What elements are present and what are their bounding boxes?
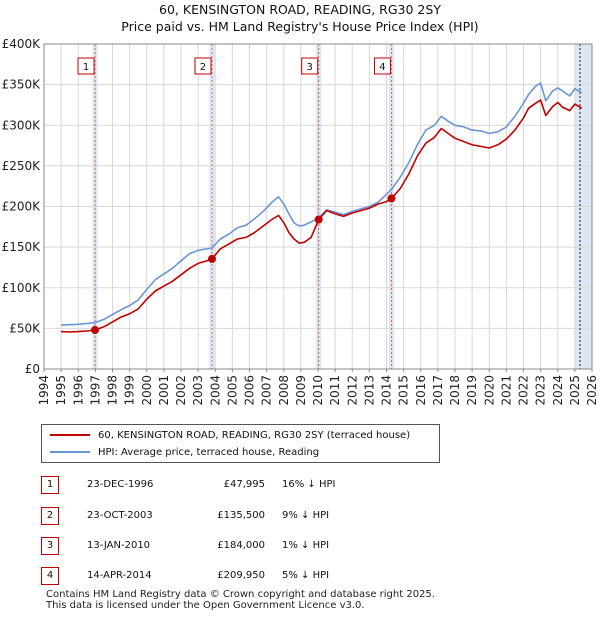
- x-tick-label: 1994: [37, 375, 51, 406]
- chart-legend: 60, KENSINGTON ROAD, READING, RG30 2SY (…: [41, 424, 440, 463]
- x-tick-label: 2004: [208, 375, 222, 406]
- x-tick-label: 2016: [414, 375, 428, 406]
- y-tick-label: £400K: [2, 37, 42, 51]
- transaction-row: 4 14-APR-2014 £209,950 5% ↓ HPI: [0, 567, 600, 585]
- transaction-marker: [387, 194, 396, 203]
- transaction-hpi-diff: 9% ↓ HPI: [282, 510, 330, 521]
- legend-label-hpi: HPI: Average price, terraced house, Read…: [98, 446, 320, 458]
- transaction-label: 3: [306, 62, 312, 73]
- x-tick-label: 2018: [448, 375, 462, 406]
- y-tick-label: £100K: [2, 281, 42, 295]
- transaction-row: 1 23-DEC-1996 £47,995 16% ↓ HPI: [0, 476, 600, 494]
- transaction-marker: [91, 326, 100, 335]
- x-tick-label: 2022: [517, 375, 531, 406]
- transaction-price: £209,950: [217, 570, 265, 581]
- transaction-hpi-diff: 1% ↓ HPI: [282, 540, 330, 551]
- x-tick-label: 2012: [345, 375, 359, 406]
- y-tick-label: £200K: [2, 200, 42, 214]
- x-tick-label: 2013: [362, 375, 376, 406]
- transaction-number: 4: [41, 567, 59, 585]
- x-tick-label: 2025: [568, 375, 582, 406]
- price-chart: £0 £50K £100K £150K £200K £250K £300K £350K £400…: [2, 37, 599, 406]
- chart-title-address: 60, KENSINGTON ROAD, READING, RG30 2SY: [159, 2, 441, 17]
- x-tick-label: 2003: [191, 375, 205, 406]
- x-tick-label: 2023: [534, 375, 548, 406]
- legend-swatch-hpi: [50, 451, 90, 453]
- transaction-row: 3 13-JAN-2010 £184,000 1% ↓ HPI: [0, 537, 600, 555]
- legend-swatch-property: [50, 434, 90, 436]
- transaction-label-box: [301, 57, 319, 75]
- transaction-label-box: [373, 57, 391, 75]
- transaction-label: 2: [200, 62, 206, 73]
- footer-attribution: Contains HM Land Registry data © Crown c…: [46, 589, 435, 611]
- x-tick-label: 2014: [380, 375, 394, 406]
- y-tick-label: £350K: [2, 78, 42, 92]
- x-tick-label: 1995: [54, 375, 68, 406]
- transaction-row: 2 23-OCT-2003 £135,500 9% ↓ HPI: [0, 507, 600, 525]
- x-tick-label: 2017: [431, 375, 445, 406]
- x-tick-label: 2001: [157, 375, 171, 406]
- x-tick-label: 2002: [174, 375, 188, 406]
- legend-label-property: 60, KENSINGTON ROAD, READING, RG30 2SY (…: [98, 429, 411, 441]
- transaction-label-box: [194, 57, 212, 75]
- x-tick-label: 2006: [243, 375, 257, 406]
- x-tick-label: 1996: [71, 375, 85, 406]
- x-tick-label: 2019: [465, 375, 479, 406]
- hpi-line: [61, 82, 583, 326]
- footer-line: This data is licensed under the Open Gov…: [46, 600, 365, 611]
- x-tick-label: 1999: [123, 375, 137, 406]
- x-tick-label: 1997: [88, 375, 102, 406]
- transaction-date: 23-OCT-2003: [87, 510, 153, 521]
- legend-item-hpi: HPI: Average price, terraced house, Read…: [50, 444, 319, 460]
- transaction-hpi-diff: 5% ↓ HPI: [282, 570, 330, 581]
- transaction-number: 2: [41, 507, 59, 525]
- y-tick-label: £0: [25, 362, 40, 376]
- y-tick-label: £300K: [2, 118, 42, 132]
- y-tick-label: £50K: [9, 321, 41, 335]
- x-tick-label: 1998: [106, 375, 120, 406]
- x-tick-label: 2024: [551, 375, 565, 406]
- transaction-label: 4: [379, 62, 385, 73]
- x-tick-label: 2021: [499, 375, 513, 406]
- x-tick-label: 2026: [585, 375, 599, 406]
- property-price-line: [61, 99, 583, 333]
- transaction-hpi-diff: 16% ↓ HPI: [282, 479, 336, 490]
- transaction-marker: [314, 215, 323, 224]
- x-tick-label: 2000: [140, 375, 154, 406]
- transaction-price: £47,995: [223, 479, 265, 490]
- x-tick-label: 2008: [277, 375, 291, 406]
- x-tick-label: 2011: [328, 375, 342, 406]
- x-tick-label: 2005: [225, 375, 239, 406]
- x-tick-label: 2015: [397, 375, 411, 406]
- transaction-date: 13-JAN-2010: [87, 540, 151, 551]
- transaction-number: 3: [41, 537, 59, 555]
- x-tick-label: 2020: [482, 375, 496, 406]
- x-tick-label: 2010: [311, 375, 325, 406]
- y-tick-label: £150K: [2, 240, 42, 254]
- transaction-price: £135,500: [217, 510, 265, 521]
- transaction-label: 1: [83, 62, 89, 73]
- transaction-marker: [207, 254, 216, 263]
- y-tick-label: £250K: [2, 159, 42, 173]
- transaction-date: 14-APR-2014: [87, 570, 152, 581]
- transaction-label-box: [77, 57, 95, 75]
- transaction-number: 1: [41, 476, 59, 494]
- legend-item-property: 60, KENSINGTON ROAD, READING, RG30 2SY (…: [50, 427, 410, 443]
- chart-subtitle: Price paid vs. HM Land Registry's House …: [121, 19, 479, 34]
- x-tick-label: 2007: [260, 375, 274, 406]
- x-tick-label: 2009: [294, 375, 308, 406]
- transaction-date: 23-DEC-1996: [87, 479, 154, 490]
- footer-line: Contains HM Land Registry data © Crown c…: [46, 589, 435, 600]
- transaction-price: £184,000: [217, 540, 265, 551]
